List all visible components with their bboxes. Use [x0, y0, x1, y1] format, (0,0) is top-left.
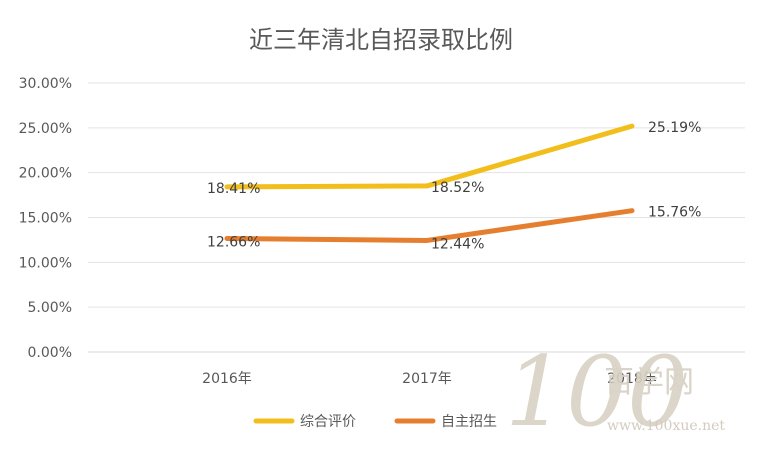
gridlines — [88, 82, 745, 353]
legend-label-1: 综合评价 — [300, 414, 356, 430]
y-axis-ticks: 0.00% 5.00% 10.00% 15.00% 20.00% 25.00% 30.00% — [19, 76, 72, 361]
series-line-1 — [224, 123, 635, 190]
y-tick-label: 5.00% — [28, 300, 72, 316]
x-tick-label: 2017年 — [402, 371, 452, 387]
data-label: 18.52% — [431, 180, 484, 196]
y-tick-label: 0.00% — [28, 345, 72, 361]
watermark-url: www.100xue.net — [607, 418, 725, 434]
y-tick-label: 25.00% — [19, 121, 72, 137]
watermark-logo: 100 百学网 www.100xue.net — [505, 336, 725, 448]
data-label: 15.76% — [648, 205, 701, 221]
legend: 综合评价 自主招生 — [253, 414, 497, 430]
x-axis-ticks: 2016年 2017年 2018年 — [202, 371, 657, 387]
watermark-logo-text: 百学网 — [604, 365, 694, 400]
y-tick-label: 30.00% — [19, 76, 72, 92]
watermark-100-mark: 100 — [505, 336, 688, 448]
series-group — [224, 123, 635, 243]
data-labels: 18.41% 18.52% 25.19% 12.66% 12.44% 15.76% — [207, 120, 701, 252]
data-label: 12.44% — [431, 236, 484, 252]
x-tick-label: 2018年 — [607, 371, 657, 387]
chart-title: 近三年清北自招录取比例 — [249, 26, 513, 54]
data-label: 12.66% — [207, 234, 260, 250]
x-tick-label: 2016年 — [202, 371, 252, 387]
data-label: 18.41% — [207, 181, 260, 197]
y-tick-label: 20.00% — [19, 166, 72, 182]
y-tick-label: 10.00% — [19, 255, 72, 271]
data-label: 25.19% — [648, 120, 701, 136]
y-tick-label: 15.00% — [19, 211, 72, 227]
series-line-2 — [224, 208, 635, 243]
legend-label-2: 自主招生 — [441, 414, 497, 430]
